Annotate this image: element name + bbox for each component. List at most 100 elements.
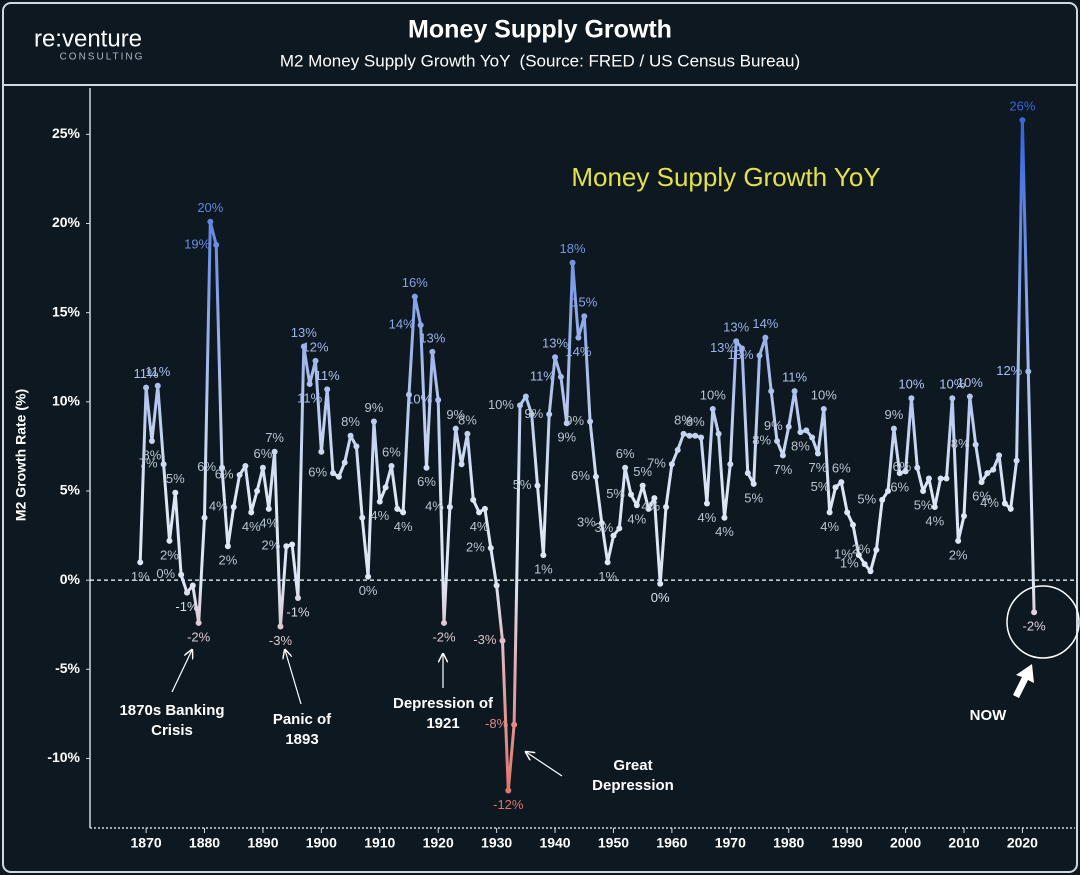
data-point xyxy=(709,405,716,412)
value-label: 4% xyxy=(980,495,999,510)
value-label: 2% xyxy=(262,538,281,553)
annotation: Panic of xyxy=(273,711,332,728)
data-point xyxy=(458,461,465,468)
data-point xyxy=(960,512,967,519)
value-label: 11% xyxy=(530,368,555,383)
data-point xyxy=(686,432,693,439)
value-label: 9% xyxy=(446,407,465,422)
data-point xyxy=(289,541,296,548)
data-point xyxy=(721,514,728,521)
data-point xyxy=(265,505,272,512)
value-label: 1% xyxy=(534,562,553,577)
value-label: 4% xyxy=(370,508,389,523)
data-point xyxy=(154,382,161,389)
data-point xyxy=(143,384,150,391)
data-point xyxy=(1025,368,1032,375)
value-label: 4% xyxy=(820,519,839,534)
x-tick-label: 1910 xyxy=(364,835,395,851)
y-axis-label: M2 Growth Rate (%) xyxy=(13,389,29,521)
data-point xyxy=(937,475,944,482)
value-label: 6% xyxy=(832,461,851,476)
legend-label: Money Supply Growth YoY xyxy=(571,162,880,192)
data-point xyxy=(651,495,658,502)
value-label: 5% xyxy=(811,479,830,494)
data-point xyxy=(160,461,167,468)
value-label: 13% xyxy=(542,336,568,351)
value-label: 6% xyxy=(254,446,273,461)
value-label: 1% xyxy=(840,556,859,571)
x-tick-label: 1920 xyxy=(423,835,454,851)
data-point xyxy=(259,464,266,471)
value-label: 14% xyxy=(752,316,778,331)
y-tick-label: 25% xyxy=(52,125,81,141)
data-point xyxy=(785,423,792,430)
data-point xyxy=(809,434,816,441)
value-label: 13% xyxy=(419,330,445,345)
data-point xyxy=(896,470,903,477)
annotation-arrow xyxy=(171,650,192,693)
value-label: -12% xyxy=(493,797,524,812)
data-point xyxy=(674,446,681,453)
value-label: 6% xyxy=(571,468,590,483)
now-circle xyxy=(1006,585,1080,659)
annotation: Depression of xyxy=(393,695,494,712)
data-point xyxy=(633,502,640,509)
value-label: 10% xyxy=(488,397,514,412)
data-point xyxy=(955,537,962,544)
y-tick-label: 20% xyxy=(52,214,81,230)
data-point xyxy=(692,432,699,439)
value-label: 6% xyxy=(308,465,327,480)
value-label: 4% xyxy=(641,498,660,513)
data-point xyxy=(639,482,646,489)
data-point xyxy=(330,470,337,477)
value-label: 2% xyxy=(218,553,237,568)
x-tick-label: 2020 xyxy=(1007,835,1038,851)
data-point xyxy=(604,559,611,566)
data-point xyxy=(148,438,155,445)
data-point xyxy=(324,386,331,393)
data-point xyxy=(592,473,599,480)
x-tick-label: 1950 xyxy=(598,835,629,851)
value-label: 5% xyxy=(744,490,763,505)
value-label: 8% xyxy=(458,412,477,427)
data-point xyxy=(569,259,576,266)
data-point xyxy=(294,594,301,601)
value-label: 5% xyxy=(166,471,185,486)
data-point xyxy=(522,393,529,400)
x-tick-label: 1960 xyxy=(656,835,687,851)
data-point xyxy=(931,504,938,511)
data-point xyxy=(376,498,383,505)
data-point xyxy=(1001,500,1008,507)
annotation: 1893 xyxy=(285,731,318,748)
now-arrow xyxy=(1013,664,1034,698)
value-label: 6% xyxy=(890,480,909,495)
value-label: 3% xyxy=(595,520,614,535)
data-point xyxy=(844,509,851,516)
data-point xyxy=(528,411,535,418)
value-label: 4% xyxy=(627,512,646,527)
value-label: 4% xyxy=(425,498,444,513)
data-point xyxy=(283,543,290,550)
data-point xyxy=(814,450,821,457)
value-label: -3% xyxy=(269,633,293,648)
value-label: 2% xyxy=(852,541,871,556)
data-point xyxy=(505,787,512,794)
data-point xyxy=(902,468,909,475)
value-label: 4% xyxy=(242,519,261,534)
value-label: 12% xyxy=(302,339,328,354)
data-point xyxy=(1007,505,1014,512)
value-label: 5% xyxy=(513,477,532,492)
value-label: 6% xyxy=(197,459,216,474)
data-point xyxy=(587,418,594,425)
data-point xyxy=(382,484,389,491)
value-label: 0% xyxy=(156,566,175,581)
value-label: 13% xyxy=(723,320,749,335)
value-label: 3% xyxy=(577,515,596,530)
value-label: 7% xyxy=(647,456,666,471)
x-tick-label: 1980 xyxy=(773,835,804,851)
value-label: 6% xyxy=(972,489,991,504)
value-label: 4% xyxy=(259,515,278,530)
chart-subtitle: M2 Money Supply Growth YoY (Source: FRED… xyxy=(280,51,800,70)
value-label: 1% xyxy=(834,547,853,562)
